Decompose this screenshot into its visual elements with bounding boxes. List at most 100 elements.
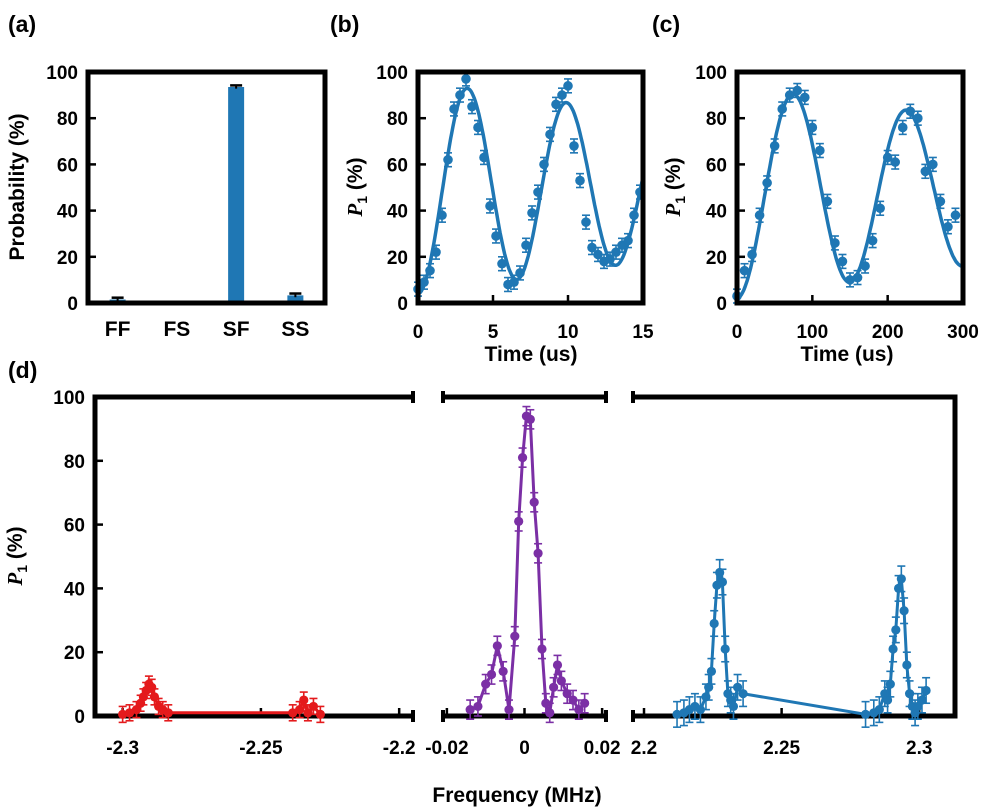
panel-c-data-point xyxy=(935,196,946,207)
panel-d-chart: -2.3 -2.25 -2.2 -0.02 0 0.02 2.2 2.25 2.3 0 20 40 60… xyxy=(53,388,958,759)
panel-d-seg2-purple-data-point xyxy=(486,669,497,680)
panel-b-xtick-label: 15 xyxy=(632,322,654,343)
panel-b-chart: 0 20 40 60 80 100 0 5 10 15 xyxy=(376,63,654,343)
panel-d-ytick-label: 0 xyxy=(74,707,85,728)
panel-b-xtick-label: 10 xyxy=(557,322,578,343)
panel-d-seg2-purple-data-point xyxy=(514,516,524,527)
panel-d-ytick-label: 20 xyxy=(64,643,85,664)
panel-c-data-point xyxy=(739,265,750,276)
panel-c-data-point xyxy=(815,145,825,156)
panel-d-seg3-blue-data-point xyxy=(717,577,728,587)
panel-a-ytick-label: 100 xyxy=(46,63,78,84)
panel-c-data-point xyxy=(950,210,961,221)
panel-d-seg2-purple-data-point xyxy=(568,695,578,705)
panel-c-data-point xyxy=(890,157,900,167)
panel-c-data-point xyxy=(920,166,931,177)
panel-c-data-point xyxy=(905,106,916,117)
panel-d-seg2-purple-data-point xyxy=(533,548,543,558)
panel-b-data-point xyxy=(431,247,441,257)
panel-b-data-point xyxy=(629,210,639,221)
panel-label-d: (d) xyxy=(8,357,37,383)
panel-c-data-point xyxy=(800,92,810,103)
panel-c-data-point xyxy=(837,256,848,267)
panel-d-seg3-blue-data-point xyxy=(720,644,730,654)
panel-c-frame xyxy=(734,69,966,306)
panel-b-ytick-label: 40 xyxy=(387,202,408,223)
panel-d-seg2-purple-data-point xyxy=(552,660,563,670)
panel-b-data-point xyxy=(455,90,465,100)
panel-d-seg2-purple-data-point xyxy=(473,701,483,712)
panel-d-seg2-purple-data-point xyxy=(481,679,491,689)
panel-c-ytick-label: 0 xyxy=(716,294,727,315)
panel-b-data-point xyxy=(623,235,633,246)
panel-c-ytick-label: 100 xyxy=(695,63,727,84)
panel-c-data-point xyxy=(822,196,833,207)
panel-b-data-point xyxy=(491,231,501,241)
panel-a-xtick-label: SS xyxy=(281,318,309,341)
panel-b-data-point xyxy=(539,159,549,170)
panel-d-seg2-purple-data-point xyxy=(492,641,502,651)
panel-d-seg3-xtick-label: 2.25 xyxy=(763,738,800,759)
panel-c-data-point xyxy=(754,210,765,221)
panel-b-data-point xyxy=(557,90,567,100)
panel-d-seg2-xtick-label: 0.02 xyxy=(584,738,621,759)
panel-b-data-point xyxy=(485,201,495,211)
panel-c-data-point xyxy=(928,159,938,170)
panel-label-a: (a) xyxy=(8,11,36,37)
panel-d-ytick-label: 80 xyxy=(64,452,85,473)
panel-d-seg3-blue-data-point xyxy=(706,666,717,676)
panel-a-chart: FF FS SF SS 0 20 40 60 80 100 xyxy=(46,63,328,341)
panel-b-data-point xyxy=(479,152,489,163)
panel-b-data-point xyxy=(605,254,615,264)
panel-d-seg1-red-data-point xyxy=(163,708,173,718)
panel-d-seg1-red-data-point xyxy=(299,695,309,705)
panel-c-data-point xyxy=(792,85,803,96)
panel-d-seg2-purple-data-point xyxy=(465,705,475,715)
panel-b-data-point xyxy=(437,210,447,221)
panel-d-seg3-xtick-label: 2.2 xyxy=(631,738,657,759)
bar-SS xyxy=(287,295,304,303)
panel-d-seg2-purple-line xyxy=(469,413,586,719)
panel-c-data-point xyxy=(769,141,780,151)
panel-a-ytick-label: 0 xyxy=(67,294,78,315)
panel-c-data-point xyxy=(867,235,878,246)
panel-b-data-point xyxy=(425,265,435,276)
panel-b-ytick-label: 60 xyxy=(387,155,408,176)
panel-b-data-point xyxy=(569,141,579,151)
panel-c-data-point xyxy=(784,90,795,100)
panel-b-ytick-label: 100 xyxy=(376,63,408,84)
panel-c-data-point xyxy=(845,275,855,285)
panel-d-seg2-purple-data-point xyxy=(580,698,590,708)
panel-d-seg3-blue-data-point xyxy=(709,618,719,629)
panel-d-seg3-blue-data-point xyxy=(899,606,909,616)
panel-b-data-point xyxy=(563,81,573,91)
panel-b-data-point xyxy=(533,187,543,197)
panel-b-ytick-label: 80 xyxy=(387,109,408,130)
panel-b-xtick-label: 5 xyxy=(488,322,499,343)
panel-d-seg3-blue-data-point xyxy=(672,709,682,720)
panel-d-ytick-label: 40 xyxy=(64,579,85,600)
panel-d-seg3-blue-data-point xyxy=(738,689,748,699)
panel-d-seg2-purple-data-point xyxy=(529,497,539,507)
panel-d-seg3-blue-data-point xyxy=(896,574,906,584)
panel-c-data-point xyxy=(913,113,923,123)
panel-d-seg1-xtick-label: -2.25 xyxy=(239,738,283,759)
panel-c-data-point xyxy=(830,238,840,248)
panel-a-xtick-label: FS xyxy=(163,318,190,341)
panel-d-seg3-blue-data-point xyxy=(888,644,898,654)
panel-d-seg1-red-data-point xyxy=(124,708,135,718)
panel-b-data-point xyxy=(611,247,621,257)
panel-a-ylabel: Probability (%) xyxy=(6,113,29,260)
panel-c-ytick-label: 60 xyxy=(706,155,727,176)
panel-d-seg1-red-data-point xyxy=(288,708,298,718)
panel-c-ytick-label: 40 xyxy=(706,202,727,223)
panel-d-seg2-purple-data-point xyxy=(504,705,514,715)
panel-a-ytick-label: 40 xyxy=(57,202,78,223)
panel-d-seg3-blue-data-point xyxy=(882,695,893,705)
panel-label-b: (b) xyxy=(330,11,359,37)
panel-b-ylabel: P1 (%) xyxy=(343,157,370,217)
panel-b-data-point xyxy=(581,217,591,227)
panel-b-data-point xyxy=(419,277,429,288)
panel-a-xtick-label: SF xyxy=(223,318,250,341)
panel-a-xtick-label: FF xyxy=(105,318,131,341)
